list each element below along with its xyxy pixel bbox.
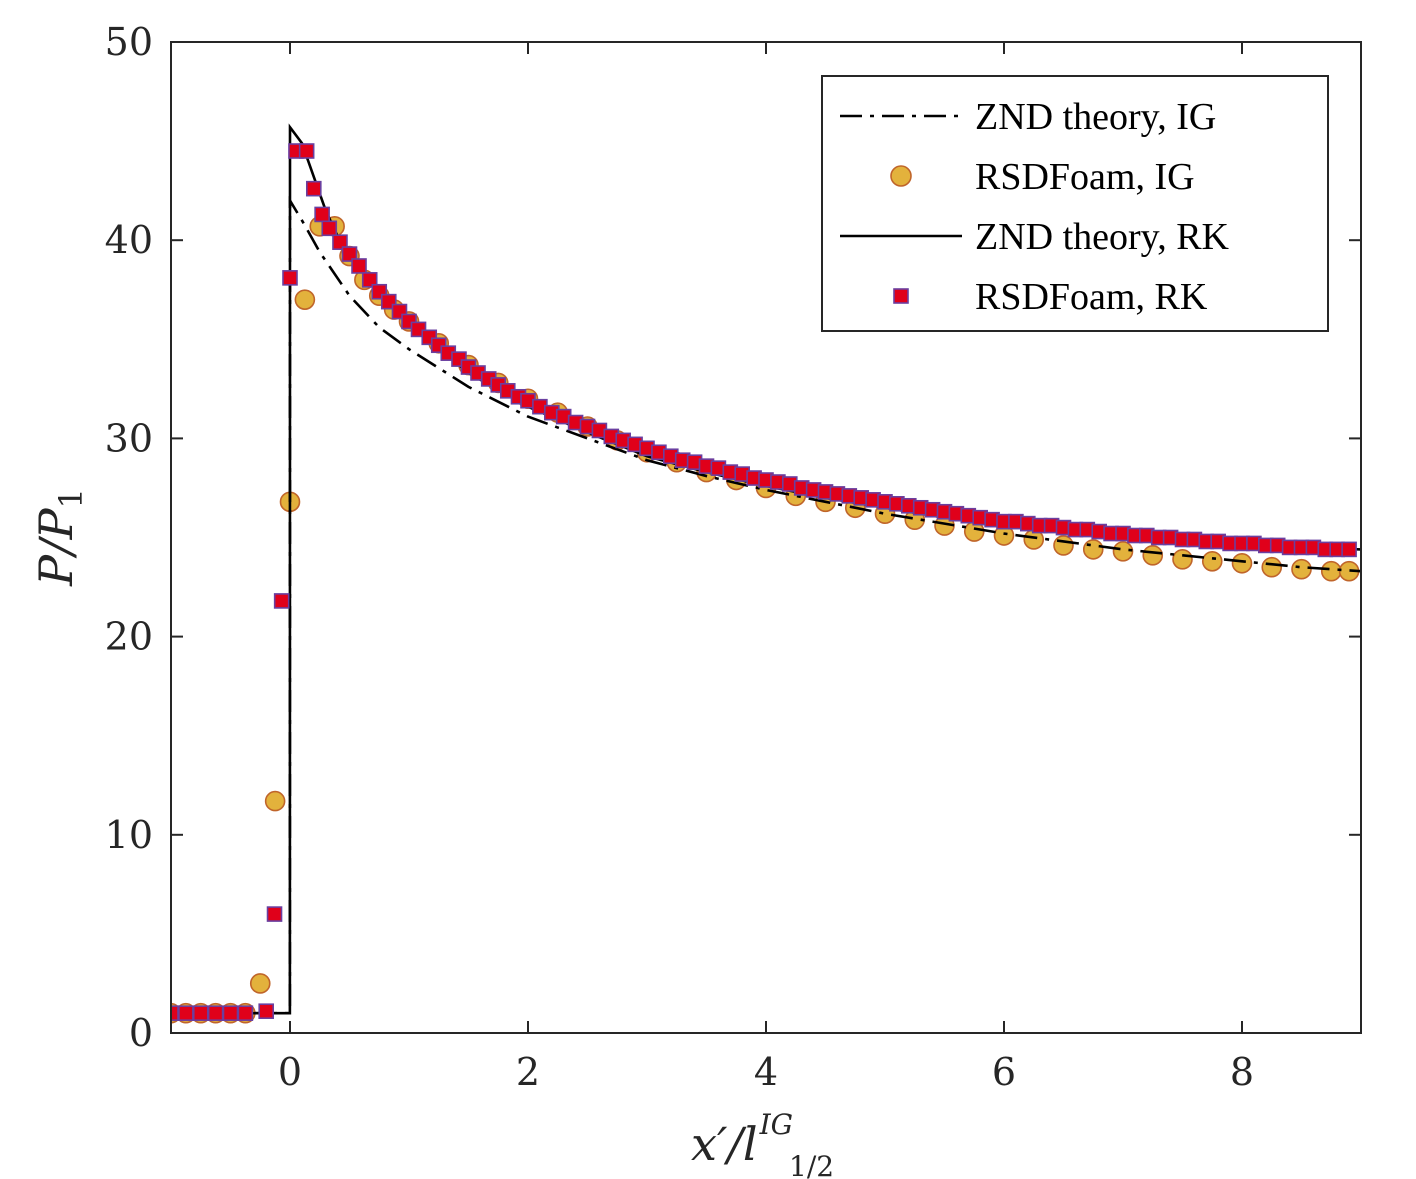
x-tick-label: 8 <box>1230 1050 1254 1094</box>
y-tick-label: 40 <box>105 218 153 262</box>
rsd-ig-point <box>294 289 316 310</box>
legend-item-rsd-rk: RSDFoam, RK <box>893 276 1208 318</box>
rsd-rk-point <box>237 1005 254 1021</box>
rsd-rk-point <box>171 1005 179 1021</box>
legend-label: RSDFoam, IG <box>975 156 1195 198</box>
rsd-rk-point <box>258 1003 275 1019</box>
rsd-rk-point <box>207 1005 224 1021</box>
rsd-rk-point <box>351 258 367 274</box>
rsd-ig-point <box>1201 550 1223 572</box>
rsd-rk-point <box>222 1005 239 1021</box>
rsd-rk-point <box>332 234 348 250</box>
y-tick-label: 50 <box>105 20 153 64</box>
rsd-rk-point <box>321 220 338 237</box>
rsd-ig-point <box>1082 539 1104 560</box>
y-tick-label: 0 <box>129 1011 153 1055</box>
x-tick-label: 2 <box>516 1050 540 1094</box>
rsd-ig-point <box>1231 552 1253 574</box>
y-tick-label: 20 <box>105 615 153 659</box>
rsd-ig-point <box>1291 558 1312 580</box>
rsd-rk-point <box>178 1005 194 1021</box>
rsd-rk-point <box>314 206 330 223</box>
legend-circle-swatch <box>890 165 912 187</box>
x-tick-label: 0 <box>278 1050 302 1094</box>
rsd-rk-point <box>361 272 378 288</box>
rsd-rk-point <box>305 180 322 197</box>
rsd-ig-point <box>1112 541 1134 562</box>
legend-item-znd-rk: ZND theory, RK <box>840 216 1230 258</box>
rsd-ig-point <box>1261 556 1283 578</box>
x-tick-label: 6 <box>992 1050 1016 1094</box>
rsd-rk-point <box>266 906 283 922</box>
rsd-ig-point <box>1053 535 1074 556</box>
legend-label: ZND theory, IG <box>975 96 1216 138</box>
rsd-ig-point <box>1172 549 1193 570</box>
rsd-ig-point <box>1142 545 1164 566</box>
series-line-znd-ig <box>171 195 1361 1015</box>
rsd-ig-point <box>249 973 271 994</box>
legend: ZND theory, IG RSDFoam, IG ZND theory, RK R… <box>821 75 1329 332</box>
rsd-rk-point <box>282 270 298 286</box>
rsd-ig-point <box>1320 560 1342 582</box>
legend-label: RSDFoam, RK <box>975 276 1208 318</box>
y-tick-label: 10 <box>105 813 153 857</box>
rsd-rk-point <box>298 143 315 159</box>
x-axis-label: x′/lIG 1/2 <box>691 1108 834 1179</box>
y-axis-label: P/P1 <box>29 488 90 587</box>
rsd-ig-point <box>264 790 286 812</box>
legend-label: ZND theory, RK <box>975 216 1230 258</box>
rsd-rk-point <box>341 246 358 262</box>
legend-square-swatch <box>893 288 909 304</box>
rsd-rk-point <box>192 1005 209 1021</box>
y-tick-label: 30 <box>105 416 153 460</box>
legend-item-znd-ig: ZND theory, IG <box>840 96 1216 138</box>
rsd-rk-point <box>1341 541 1357 558</box>
x-tick-label: 4 <box>754 1050 778 1094</box>
rsd-rk-point <box>273 593 290 609</box>
legend-item-rsd-ig: RSDFoam, IG <box>890 156 1195 198</box>
